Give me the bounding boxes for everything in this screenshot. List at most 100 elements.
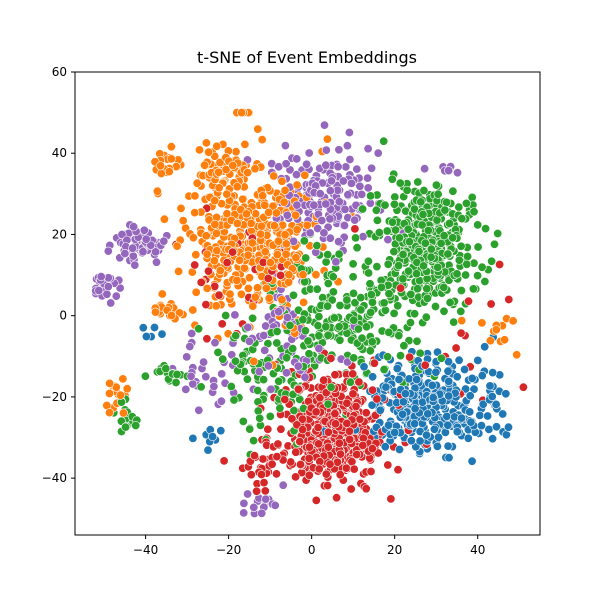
scatter-point <box>363 183 373 193</box>
scatter-point <box>230 310 240 320</box>
scatter-point <box>273 439 283 449</box>
scatter-point <box>463 252 473 262</box>
scatter-point <box>298 315 308 325</box>
scatter-point <box>384 327 394 337</box>
scatter-point <box>355 414 365 424</box>
scatter-point <box>454 202 464 212</box>
scatter-point <box>176 203 186 213</box>
scatter-point <box>261 283 271 293</box>
scatter-point <box>390 427 400 437</box>
scatter-point <box>238 416 248 426</box>
scatter-point <box>518 382 528 392</box>
scatter-point <box>228 161 238 171</box>
scatter-point <box>367 337 377 347</box>
scatter-point <box>314 439 324 449</box>
scatter-point <box>208 432 218 442</box>
scatter-point <box>465 391 475 401</box>
scatter-point <box>243 489 253 499</box>
scatter-point <box>200 160 210 170</box>
scatter-point <box>309 200 319 210</box>
scatter-point <box>291 447 301 457</box>
scatter-point <box>445 297 455 307</box>
scatter-point <box>321 257 331 267</box>
scatter-point <box>246 470 256 480</box>
scatter-point <box>264 293 274 303</box>
scatter-point <box>412 336 422 346</box>
scatter-point <box>239 498 249 508</box>
scatter-point <box>250 164 260 174</box>
scatter-point <box>215 158 225 168</box>
scatter-point <box>335 449 345 459</box>
scatter-point <box>321 322 331 332</box>
scatter-point <box>400 389 410 399</box>
x-tick-label: 0 <box>308 543 316 557</box>
scatter-point <box>460 364 470 374</box>
x-tick-label: −40 <box>133 543 158 557</box>
scatter-point <box>253 385 263 395</box>
scatter-point <box>351 401 361 411</box>
scatter-point <box>216 426 226 436</box>
scatter-point <box>444 391 454 401</box>
scatter-point <box>192 178 202 188</box>
scatter-point <box>312 284 322 294</box>
scatter-point <box>399 341 409 351</box>
scatter-point <box>327 295 337 305</box>
scatter-point <box>372 262 382 272</box>
scatter-point <box>456 328 466 338</box>
scatter-point <box>367 163 377 173</box>
scatter-point <box>503 422 513 432</box>
scatter-point <box>374 228 384 238</box>
scatter-point <box>216 396 226 406</box>
scatter-point <box>187 328 197 338</box>
scatter-point <box>167 310 177 320</box>
scatter-point <box>116 390 126 400</box>
scatter-point <box>436 353 446 363</box>
scatter-point <box>398 409 408 419</box>
scatter-point <box>299 297 309 307</box>
scatter-point <box>389 199 399 209</box>
scatter-point <box>480 342 490 352</box>
scatter-point <box>368 385 378 395</box>
scatter-point <box>232 275 242 285</box>
scatter-point <box>475 410 485 420</box>
scatter-point <box>391 225 401 235</box>
scatter-point <box>418 261 428 271</box>
scatter-point <box>128 243 138 253</box>
scatter-point <box>229 395 239 405</box>
scatter-point <box>325 459 335 469</box>
scatter-point <box>141 331 151 341</box>
scatter-point <box>280 394 290 404</box>
scatter-point <box>249 436 259 446</box>
scatter-point <box>277 176 287 186</box>
scatter-point <box>315 189 325 199</box>
scatter-point <box>478 399 488 409</box>
scatter-point <box>394 233 404 243</box>
scatter-point <box>477 318 487 328</box>
scatter-point <box>311 495 321 505</box>
scatter-point <box>349 353 359 363</box>
scatter-point <box>443 420 453 430</box>
scatter-point <box>454 255 464 265</box>
scatter-point <box>257 508 267 518</box>
scatter-point <box>452 269 462 279</box>
scatter-point <box>270 500 280 510</box>
scatter-point <box>352 449 362 459</box>
scatter-point <box>476 421 486 431</box>
scatter-point <box>418 210 428 220</box>
scatter-point <box>289 405 299 415</box>
scatter-point <box>195 145 205 155</box>
scatter-point <box>210 196 220 206</box>
scatter-point <box>410 309 420 319</box>
scatter-point <box>344 426 354 436</box>
scatter-point <box>473 242 483 252</box>
scatter-point <box>334 322 344 332</box>
scatter-point <box>240 139 250 149</box>
scatter-point <box>393 465 403 475</box>
scatter-point <box>119 408 129 418</box>
scatter-point <box>323 399 333 409</box>
scatter-point <box>231 356 241 366</box>
scatter-point <box>420 238 430 248</box>
scatter-point <box>406 436 416 446</box>
scatter-point <box>403 266 413 276</box>
scatter-point <box>493 229 503 239</box>
